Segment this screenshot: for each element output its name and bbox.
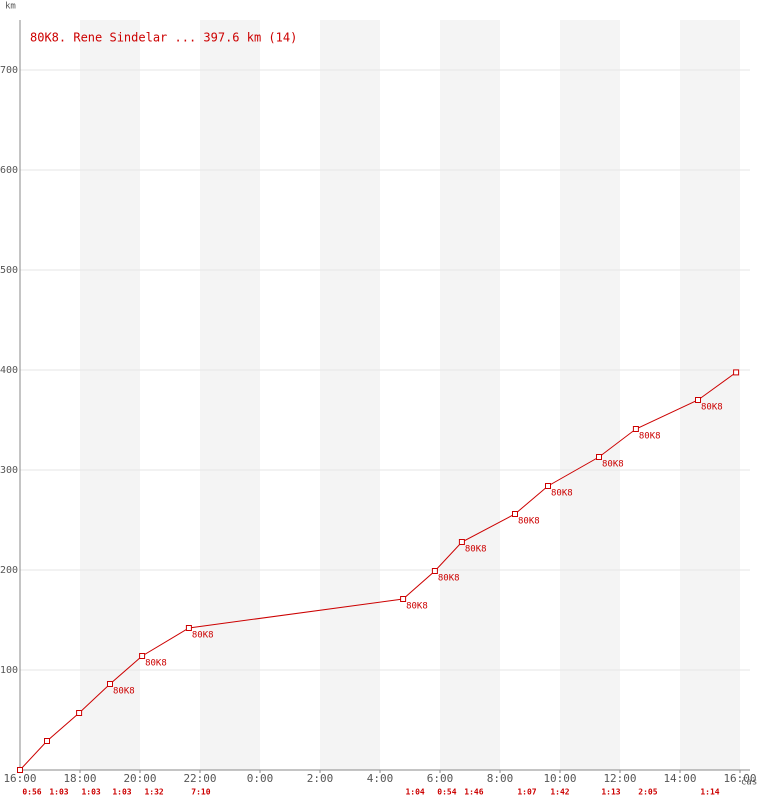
point-label: 80K8 [192, 631, 214, 641]
y-axis-label: km [5, 2, 16, 12]
duration-label: 1:03 [112, 788, 131, 797]
point-label: 80K8 [438, 574, 460, 584]
x-tick-label: 4:00 [367, 772, 394, 785]
data-point [17, 767, 23, 773]
x-tick-label: 14:00 [663, 772, 696, 785]
y-tick-label: 500 [0, 265, 18, 276]
duration-label: 1:13 [601, 788, 620, 797]
duration-label: 1:42 [550, 788, 569, 797]
duration-label: 1:03 [81, 788, 100, 797]
y-tick-label: 700 [0, 65, 18, 76]
duration-label: 0:54 [437, 788, 456, 797]
data-point [400, 596, 407, 602]
x-tick-label: 20:00 [123, 772, 156, 785]
x-tick-label: 0:00 [247, 772, 274, 785]
duration-label: 2:05 [638, 788, 657, 797]
duration-label: 0:56 [22, 788, 41, 797]
data-point [431, 568, 438, 574]
point-label: 80K8 [113, 687, 135, 697]
duration-label: 1:03 [49, 788, 68, 797]
x-tick-label: 10:00 [543, 772, 576, 785]
point-label: 80K8 [145, 659, 167, 669]
x-tick-label: 8:00 [487, 772, 514, 785]
data-point [695, 397, 701, 403]
point-label: 80K8 [701, 403, 723, 413]
time-band [560, 20, 620, 770]
data-point [596, 454, 602, 460]
data-point [458, 539, 465, 545]
duration-label: 1:46 [464, 788, 483, 797]
time-band [200, 20, 260, 770]
data-point [733, 369, 740, 376]
time-band [320, 20, 380, 770]
data-point [139, 653, 146, 659]
data-point [44, 738, 50, 744]
data-point [632, 426, 639, 432]
data-point [107, 681, 113, 687]
x-tick-label: 18:00 [63, 772, 96, 785]
y-tick-label: 200 [0, 565, 18, 576]
y-tick-label: 300 [0, 465, 18, 476]
x-tick-label: 22:00 [183, 772, 216, 785]
time-band [680, 20, 740, 770]
time-band [80, 20, 140, 770]
duration-label: 1:32 [144, 788, 163, 797]
chart-title: 80K8. Rene Sindelar ... 397.6 km (14) [30, 31, 297, 45]
duration-label: 1:04 [405, 788, 424, 797]
point-label: 80K8 [406, 602, 428, 612]
y-tick-label: 400 [0, 365, 18, 376]
point-label: 80K8 [465, 545, 487, 555]
x-tick-label: 16:00 [723, 772, 756, 785]
duration-label: 1:07 [517, 788, 536, 797]
x-tick-label: 2:00 [307, 772, 334, 785]
point-label: 80K8 [639, 432, 661, 442]
time-band [440, 20, 500, 770]
duration-label: 7:10 [191, 788, 210, 797]
x-axis-label: čas [741, 777, 757, 788]
data-point [185, 625, 192, 631]
y-tick-label: 100 [0, 665, 18, 676]
point-label: 80K8 [518, 517, 540, 527]
x-tick-label: 12:00 [603, 772, 636, 785]
point-label: 80K8 [602, 460, 624, 470]
data-point [76, 710, 83, 716]
duration-label: 1:14 [700, 788, 719, 797]
data-point [512, 511, 518, 517]
x-tick-label: 16:00 [3, 772, 36, 785]
point-label: 80K8 [551, 489, 573, 499]
y-tick-label: 600 [0, 165, 18, 176]
x-tick-label: 6:00 [427, 772, 454, 785]
data-point [545, 483, 551, 489]
